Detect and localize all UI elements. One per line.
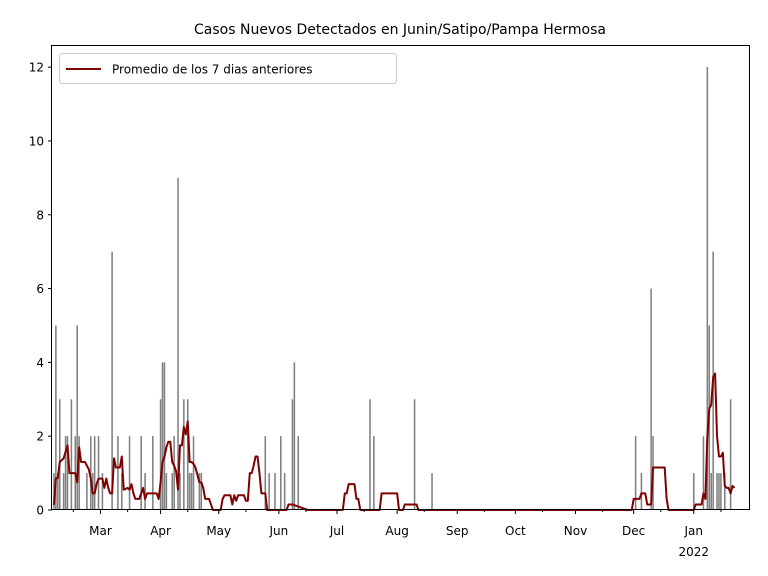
- bar-44: [291, 399, 294, 510]
- bar-7: [70, 399, 73, 510]
- bar-24: [159, 399, 162, 510]
- x-tick-label-9: Dec: [622, 524, 645, 538]
- bar-51: [634, 436, 637, 510]
- bar-52: [640, 473, 643, 510]
- y-tick-label-5: 10: [29, 134, 44, 148]
- bar-45: [293, 362, 296, 510]
- y-tick-label-6: 12: [29, 61, 44, 75]
- x-tick-label-6: Sep: [446, 524, 469, 538]
- bar-47: [369, 399, 371, 510]
- x-tick-label-8: Nov: [564, 524, 587, 538]
- x-tick-label-7: Oct: [505, 524, 526, 538]
- bar-42: [280, 436, 282, 510]
- bar-38: [200, 473, 203, 510]
- bar-17: [111, 251, 113, 511]
- bar-63: [720, 473, 722, 510]
- x-tick-label-5: Aug: [385, 524, 408, 538]
- bar-22: [144, 473, 146, 510]
- legend-label: Promedio de los 7 dias anteriores: [112, 63, 313, 77]
- y-tick-label-0: 0: [36, 504, 44, 518]
- bar-35: [190, 473, 193, 510]
- bar-48: [373, 436, 375, 510]
- bar-16: [101, 473, 104, 510]
- bar-6: [66, 436, 69, 510]
- bar-4: [62, 473, 65, 510]
- y-tick-label-4: 8: [36, 208, 44, 222]
- bar-27: [165, 473, 168, 510]
- bar-9: [76, 325, 78, 510]
- y-axis: 0 2 4 6 8 10 12: [29, 61, 52, 518]
- moving-average-line: [52, 372, 736, 511]
- y-tick-label-3: 6: [36, 282, 44, 296]
- bar-18: [117, 436, 119, 510]
- bar-28: [171, 473, 173, 510]
- x-tick-label-0: Mar: [89, 524, 112, 538]
- bar-32: [183, 399, 185, 510]
- x-tick-label-10: Jan: [684, 524, 704, 538]
- bar-56: [702, 436, 705, 510]
- plot-area-frame: [51, 45, 750, 510]
- bar-36: [192, 436, 195, 510]
- bar-19: [121, 473, 123, 510]
- bar-46: [297, 436, 300, 510]
- bar-20: [128, 436, 131, 510]
- bar-12: [90, 436, 92, 510]
- x-tick-label-2: May: [206, 524, 231, 538]
- bar-64: [724, 473, 726, 510]
- bar-39: [264, 436, 267, 510]
- x-axis: Mar Apr May Jun Jul Aug Sep Oct Nov Dec Jan 2022: [72, 510, 722, 559]
- bar-14: [93, 436, 96, 510]
- bar-23: [152, 436, 154, 510]
- bar-2: [57, 473, 59, 510]
- x-tick-label-3: Jun: [268, 524, 288, 538]
- bar-62: [718, 473, 720, 510]
- bar-10: [78, 436, 80, 510]
- y-tick-label-1: 2: [36, 430, 44, 444]
- bar-53: [650, 288, 652, 510]
- legend: Promedio de los 7 dias anteriores: [59, 53, 397, 84]
- bar-30: [177, 177, 179, 511]
- bar-25: [161, 362, 164, 510]
- bar-31: [179, 473, 181, 510]
- bar-40: [268, 473, 270, 510]
- legend-box: [59, 53, 397, 84]
- bar-41: [274, 473, 276, 510]
- bar-26: [163, 362, 166, 510]
- bar-37: [198, 473, 201, 510]
- x-tick-label-1: Apr: [150, 524, 171, 538]
- bar-1: [55, 325, 57, 510]
- bar-29: [173, 436, 175, 510]
- x-tick-label-4: Jul: [329, 524, 344, 538]
- bar-57: [706, 67, 709, 510]
- bar-5: [64, 436, 67, 510]
- bar-3: [58, 399, 61, 510]
- bar-61: [716, 473, 718, 510]
- x-tick-sublabel-10: 2022: [678, 545, 709, 559]
- chart-title: Casos Nuevos Detectados en Junin/Satipo/…: [194, 22, 606, 38]
- bar-49: [413, 399, 416, 510]
- y-tick-label-2: 4: [36, 356, 44, 370]
- bar-65: [729, 399, 732, 510]
- bar-11: [86, 473, 88, 510]
- line-series: [52, 372, 736, 511]
- bar-50: [431, 473, 433, 510]
- bar-43: [283, 473, 286, 510]
- bar-21: [140, 436, 142, 510]
- bar-55: [693, 473, 695, 510]
- bar-59: [710, 473, 712, 510]
- bar-15: [97, 436, 100, 510]
- bar-34: [188, 473, 191, 510]
- bar-33: [186, 399, 189, 510]
